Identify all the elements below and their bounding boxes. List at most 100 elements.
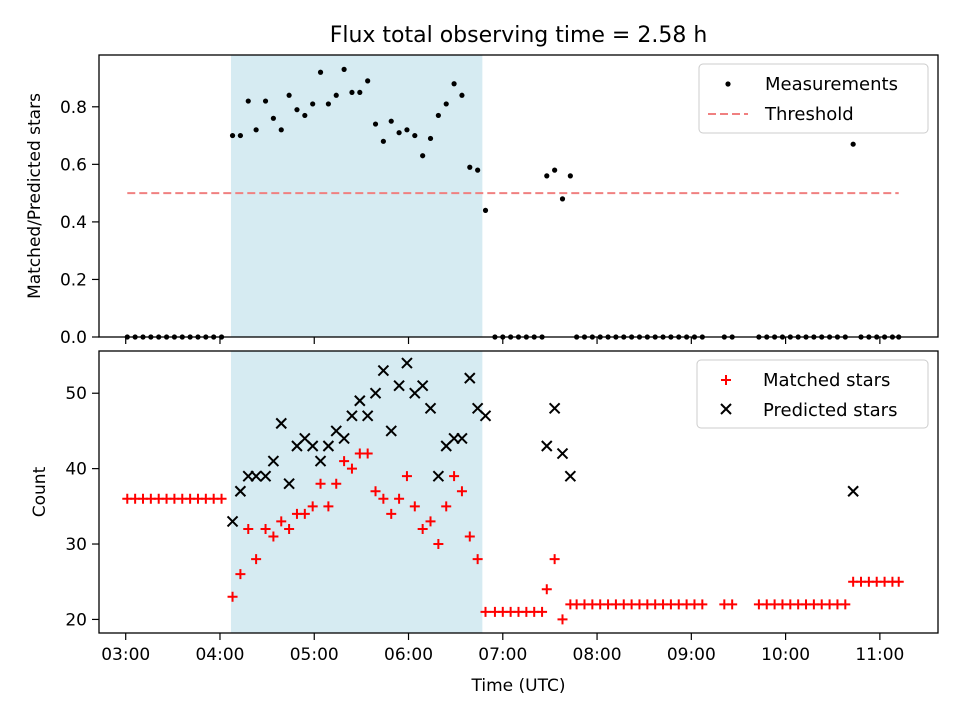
matched-star-marker: [227, 591, 238, 602]
bottom-x-ticks: 03:00 04:00 05:00 06:00 07:00 08:00 09:00 10:00…: [101, 633, 904, 665]
x-tick-label: 06:00: [384, 645, 433, 665]
predicted-star-marker: [456, 432, 468, 445]
bottom-y-tick-label: 30: [65, 535, 87, 555]
matched-star-marker: [260, 523, 271, 534]
predicted-star-marker: [401, 357, 413, 369]
measurement-points: [124, 66, 902, 340]
matched-star-marker: [541, 584, 552, 595]
matched-star-marker: [441, 501, 452, 512]
matched-star-marker: [315, 478, 326, 489]
measurement-point: [435, 112, 441, 119]
top-y-axis-label: Matched/Predicted stars: [25, 93, 45, 299]
top-legend-box: [698, 63, 929, 134]
matched-star-marker: [417, 523, 428, 534]
measurement-point: [302, 112, 308, 119]
bottom-legend: Matched stars Predicted stars: [696, 359, 929, 429]
legend-plus-icon: [721, 375, 731, 385]
predicted-stars-points: [226, 357, 859, 528]
measurement-point: [412, 132, 418, 139]
measurement-point: [567, 173, 573, 179]
measurement-point: [459, 92, 465, 98]
matched-star-marker: [394, 493, 405, 504]
matched-star-marker: [284, 523, 295, 534]
measurement-point: [237, 132, 244, 139]
bottom-y-axis-label: Count: [30, 466, 50, 517]
predicted-star-marker: [385, 425, 397, 437]
matched-star-marker: [268, 531, 279, 542]
predicted-star-marker: [226, 515, 239, 528]
x-axis-label: Time (UTC): [471, 676, 566, 696]
measurement-point: [333, 92, 339, 98]
predicted-star-marker: [369, 387, 382, 399]
measurement-point: [443, 101, 449, 107]
predicted-star-marker: [314, 455, 327, 467]
measurement-point: [357, 89, 363, 96]
top-x-ticks: [125, 337, 881, 344]
matched-star-marker: [235, 569, 246, 580]
measurement-point: [270, 115, 276, 121]
predicted-star-marker: [393, 379, 405, 392]
predicted-star-marker: [564, 470, 577, 482]
x-tick-label: 11:00: [855, 645, 904, 665]
predicted-star-marker: [338, 432, 350, 445]
matched-star-marker: [697, 599, 708, 610]
matched-star-marker: [480, 606, 491, 617]
measurement-point: [559, 196, 566, 202]
measurement-point: [310, 101, 316, 107]
bottom-y-tick-label: 20: [65, 610, 87, 630]
matched-stars-points: [122, 448, 904, 625]
matched-star-marker: [346, 463, 357, 474]
predicted-star-marker: [479, 410, 492, 422]
predicted-star-marker: [322, 440, 335, 452]
predicted-star-marker: [464, 372, 476, 384]
x-tick-label: 04:00: [195, 645, 244, 665]
measurement-point: [427, 135, 434, 142]
matched-star-marker: [323, 501, 334, 512]
measurement-point: [475, 167, 481, 173]
predicted-star-marker: [377, 364, 390, 377]
measurement-point: [544, 173, 550, 179]
matched-star-marker: [362, 448, 373, 459]
matched-star-marker: [456, 486, 467, 497]
predicted-star-marker: [250, 470, 262, 482]
x-tick-label: 07:00: [478, 645, 527, 665]
predicted-star-marker: [556, 447, 569, 460]
matched-star-marker: [557, 614, 568, 625]
measurement-point: [850, 141, 856, 147]
legend-x-icon: [720, 403, 732, 415]
matched-star-marker: [464, 531, 475, 542]
matched-star-marker: [251, 554, 262, 565]
measurement-point: [325, 101, 331, 107]
matched-star-marker: [893, 576, 904, 587]
top-y-tick-label: 0.8: [60, 98, 87, 118]
predicted-star-marker: [267, 455, 280, 467]
predicted-star-marker: [361, 410, 374, 422]
measurement-point: [372, 121, 379, 127]
measurement-point: [229, 132, 236, 139]
predicted-star-marker: [346, 410, 358, 422]
legend-dot-icon: [725, 81, 731, 87]
measurement-point: [388, 118, 394, 124]
matched-star-marker: [433, 539, 444, 550]
measurement-point: [286, 92, 292, 98]
measurement-point: [365, 78, 371, 84]
predicted-star-marker: [259, 470, 272, 482]
measurement-point: [404, 127, 410, 133]
measurement-point: [380, 138, 386, 144]
x-tick-label: 08:00: [573, 645, 622, 665]
measurement-point: [420, 153, 426, 159]
measurement-point: [349, 89, 355, 96]
x-tick-label: 03:00: [101, 645, 150, 665]
x-tick-label: 10:00: [761, 645, 810, 665]
predicted-star-marker: [541, 440, 553, 452]
predicted-star-marker: [424, 402, 437, 415]
top-plot-frame: [98, 54, 939, 338]
predicted-star-marker: [306, 440, 319, 452]
x-tick-label: 05:00: [290, 645, 339, 665]
measurement-point: [253, 127, 259, 133]
measurement-point: [245, 98, 251, 104]
matched-star-marker: [425, 516, 436, 527]
matched-star-marker: [537, 606, 548, 617]
x-tick-label: 09:00: [667, 645, 716, 665]
